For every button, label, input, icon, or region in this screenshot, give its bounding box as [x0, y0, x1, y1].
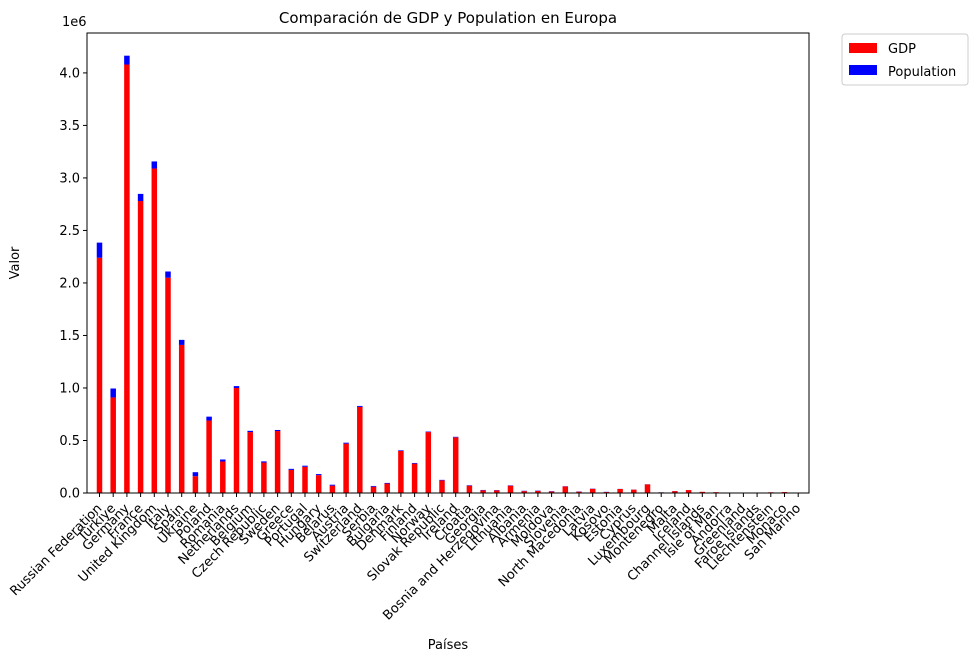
- bar-population: [425, 431, 432, 433]
- bar-gdp: [480, 490, 486, 493]
- bar-gdp: [274, 431, 281, 493]
- bar-gdp: [110, 397, 116, 493]
- bar-gdp: [562, 486, 569, 493]
- bar-population: [206, 416, 212, 421]
- bar-population: [137, 193, 144, 202]
- legend-swatch-population: [849, 65, 877, 75]
- x-tick-labels: Russian FederationTürkiyeGermanyFranceUn…: [7, 493, 804, 623]
- bar-gdp: [507, 485, 514, 493]
- legend-label-population: Population: [888, 65, 956, 80]
- bar-gdp: [494, 490, 500, 493]
- bar-population: [274, 429, 281, 432]
- bar-gdp: [315, 475, 322, 493]
- bar-gdp: [672, 491, 678, 493]
- bar-gdp: [247, 432, 253, 493]
- bar-population: [398, 450, 404, 451]
- bar-population: [343, 442, 349, 444]
- bar-gdp: [233, 387, 240, 493]
- bar-gdp: [192, 476, 199, 493]
- bar-gdp: [589, 488, 596, 493]
- y-tick-label: 4.0: [59, 66, 80, 81]
- y-tick-label: 2.0: [59, 276, 80, 291]
- bar-population: [110, 388, 116, 398]
- y-offset-text: 1e6: [62, 15, 87, 30]
- plot-area-frame: [86, 32, 810, 494]
- bar-population: [96, 242, 103, 258]
- bar-population: [233, 386, 240, 388]
- bar-population: [124, 55, 130, 65]
- bar-population: [288, 468, 295, 470]
- y-tick-label: 3.0: [59, 171, 80, 186]
- bar-population: [302, 465, 308, 467]
- bar-gdp: [439, 480, 445, 493]
- bar-gdp: [425, 432, 432, 493]
- bar-gdp: [178, 344, 185, 493]
- bar-gdp: [699, 491, 706, 493]
- y-tick-label: 1.5: [59, 329, 80, 344]
- bar-gdp: [357, 406, 363, 493]
- bar-population: [192, 472, 199, 477]
- bar-gdp: [398, 450, 404, 493]
- bar-gdp: [165, 277, 171, 493]
- bar-population: [384, 482, 390, 484]
- bar-gdp: [370, 486, 377, 493]
- bar-population: [411, 462, 418, 464]
- bar-population: [220, 459, 226, 462]
- bar-population: [452, 436, 459, 438]
- bar-gdp: [302, 466, 308, 493]
- bar-population: [261, 461, 267, 463]
- bar-gdp: [261, 462, 267, 493]
- bar-gdp: [220, 461, 226, 493]
- bar-gdp: [617, 489, 623, 493]
- bar-gdp: [96, 257, 103, 493]
- bar-population: [315, 474, 322, 476]
- bar-gdp: [576, 491, 582, 493]
- bar-gdp: [137, 201, 144, 493]
- bar-gdp: [631, 489, 637, 493]
- bar-gdp: [343, 443, 349, 493]
- bar-gdp: [206, 420, 212, 493]
- legend: GDP Population: [841, 33, 969, 86]
- bar-gdp: [466, 485, 473, 493]
- y-tick-label: 1.0: [59, 381, 80, 396]
- bar-population: [370, 485, 377, 487]
- bar-gdp: [124, 64, 130, 494]
- bars-layer: [96, 55, 801, 494]
- x-axis-label: Países: [428, 638, 469, 653]
- y-tick-label: 3.5: [59, 119, 80, 134]
- bar-population: [357, 405, 363, 407]
- legend-label-gdp: GDP: [888, 42, 916, 57]
- bar-population: [151, 161, 158, 169]
- bar-population: [247, 430, 253, 433]
- bar-population: [178, 339, 185, 345]
- bar-gdp: [452, 437, 459, 493]
- bar-gdp: [548, 491, 555, 493]
- bar-population: [439, 479, 445, 481]
- bar-gdp: [384, 483, 390, 493]
- tick-layer: 0.0 0.5 1.0 1.5 2.0 2.5 3.0 3.5 4.0: [59, 66, 87, 502]
- bar-gdp: [329, 485, 336, 493]
- bar-gdp: [288, 469, 295, 493]
- y-tick-label: 0.5: [59, 434, 80, 449]
- y-axis-label: Valor: [8, 246, 23, 279]
- bar-gdp: [685, 490, 692, 493]
- y-tick-label: 2.5: [59, 224, 80, 239]
- bar-gdp: [535, 490, 541, 493]
- chart-title: Comparación de GDP y Population en Europ…: [279, 9, 617, 27]
- bar-gdp: [521, 491, 527, 493]
- y-tick-label: 0.0: [59, 487, 80, 502]
- bar-gdp: [644, 484, 651, 493]
- bar-population: [329, 484, 336, 486]
- legend-swatch-gdp: [849, 43, 877, 53]
- bar-gdp: [411, 463, 418, 493]
- bar-population: [165, 271, 171, 278]
- bar-gdp: [151, 168, 158, 494]
